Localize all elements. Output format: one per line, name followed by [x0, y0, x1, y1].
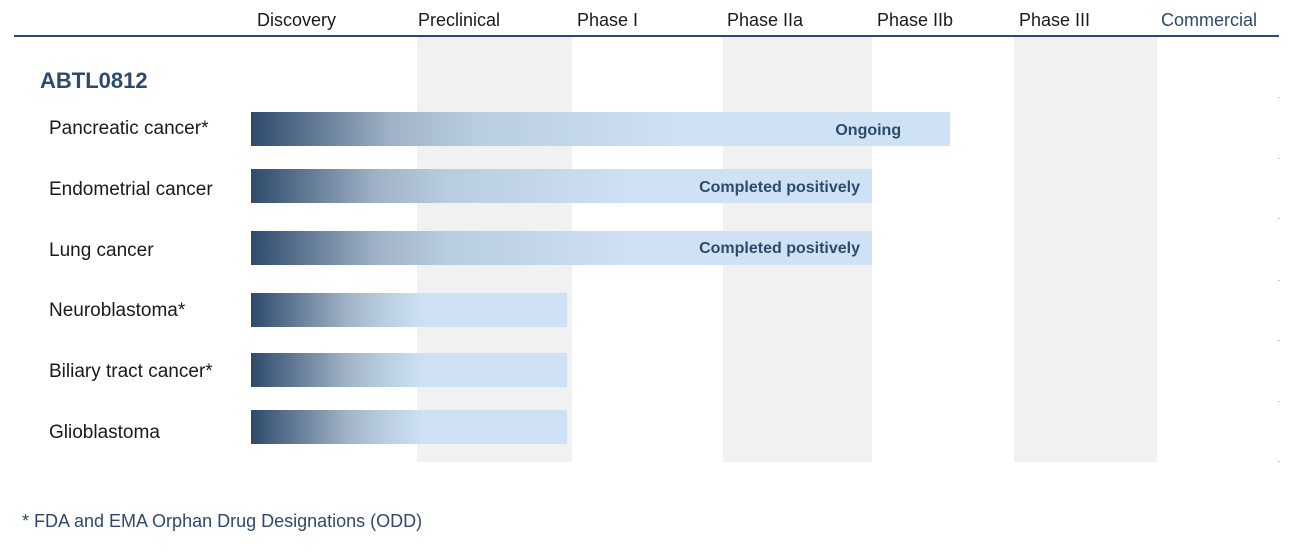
phase-label-preclinical: Preclinical — [418, 10, 501, 30]
phase-label-phase-i: Phase I — [577, 10, 639, 30]
indication-label: Glioblastoma — [49, 422, 160, 443]
edge-tick — [1278, 340, 1280, 341]
header-rule — [14, 35, 1279, 37]
footnote: * FDA and EMA Orphan Drug Designations (… — [22, 511, 423, 531]
phase-band-phase-iii — [1014, 37, 1157, 462]
phase-label-commercial: Commercial — [1161, 10, 1258, 30]
product-name: ABTL0812 — [40, 68, 148, 93]
edge-tick — [1278, 401, 1280, 402]
edge-tick — [1278, 158, 1280, 159]
progress-bar — [251, 112, 951, 146]
status-label: Completed positively — [699, 179, 860, 196]
indication-label: Neuroblastoma* — [49, 300, 186, 321]
edge-tick — [1278, 218, 1280, 219]
progress-bar — [251, 231, 872, 265]
progress-bar — [251, 169, 872, 203]
status-label: Ongoing — [835, 122, 902, 139]
progress-bar — [251, 410, 568, 444]
edge-tick — [1278, 461, 1280, 462]
progress-bar — [251, 293, 568, 327]
phase-label-phase-iii: Phase III — [1019, 10, 1091, 30]
indication-label: Biliary tract cancer* — [49, 361, 213, 382]
phase-label-discovery: Discovery — [257, 10, 337, 30]
status-label: Completed positively — [699, 240, 860, 257]
indication-label: Pancreatic cancer* — [49, 118, 209, 139]
edge-tick — [1278, 97, 1280, 98]
edge-tick — [1278, 280, 1280, 281]
phase-label-phase-iib: Phase IIb — [877, 10, 954, 30]
indication-label: Endometrial cancer — [49, 179, 213, 200]
progress-bar — [251, 353, 568, 387]
phase-label-phase-iia: Phase IIa — [727, 10, 804, 30]
indication-label: Lung cancer — [49, 240, 154, 261]
